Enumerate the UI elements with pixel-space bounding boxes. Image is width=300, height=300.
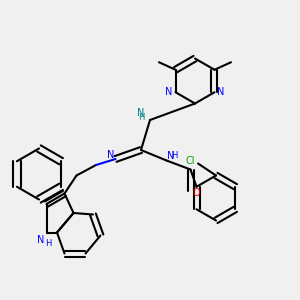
Text: N: N bbox=[218, 87, 225, 97]
Text: Cl: Cl bbox=[186, 155, 195, 166]
Text: H: H bbox=[138, 112, 144, 122]
Text: H: H bbox=[171, 152, 177, 160]
Text: N: N bbox=[137, 108, 145, 118]
Text: N: N bbox=[107, 149, 115, 160]
Text: N: N bbox=[165, 87, 172, 97]
Text: H: H bbox=[45, 238, 51, 247]
Text: N: N bbox=[167, 151, 174, 161]
Text: N: N bbox=[37, 235, 44, 245]
Text: O: O bbox=[193, 188, 200, 199]
